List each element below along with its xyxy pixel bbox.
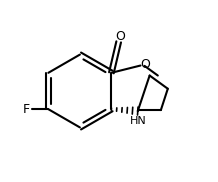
Text: O: O (140, 58, 150, 71)
Text: F: F (23, 103, 30, 116)
Text: HN: HN (129, 116, 146, 126)
Text: O: O (116, 29, 125, 43)
